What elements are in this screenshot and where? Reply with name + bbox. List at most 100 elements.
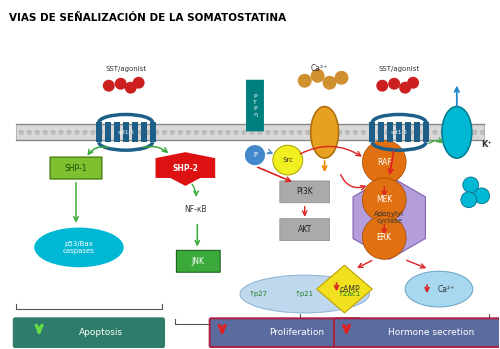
Text: NF-κB: NF-κB: [184, 205, 206, 214]
Circle shape: [75, 130, 79, 134]
Bar: [387, 122, 393, 142]
Text: AKT: AKT: [298, 225, 312, 234]
Circle shape: [274, 130, 278, 134]
Circle shape: [27, 130, 32, 134]
FancyBboxPatch shape: [280, 218, 330, 240]
Circle shape: [456, 130, 461, 134]
Circle shape: [90, 130, 95, 134]
FancyBboxPatch shape: [280, 181, 330, 203]
Bar: [414, 122, 420, 142]
Circle shape: [19, 130, 24, 134]
Circle shape: [322, 76, 336, 90]
Text: MEK: MEK: [376, 195, 392, 204]
Circle shape: [298, 130, 302, 134]
Circle shape: [273, 145, 302, 175]
Text: SHP-2: SHP-2: [172, 164, 199, 172]
Circle shape: [244, 144, 266, 166]
Text: sst1-5: sst1-5: [118, 130, 134, 135]
Bar: [96, 122, 102, 142]
Circle shape: [266, 130, 270, 134]
Text: SHP-1: SHP-1: [64, 164, 87, 172]
Text: Ca²⁺: Ca²⁺: [311, 64, 328, 73]
Circle shape: [362, 178, 406, 222]
Circle shape: [425, 130, 429, 134]
Ellipse shape: [405, 271, 473, 307]
Circle shape: [362, 216, 406, 259]
Bar: [140, 122, 146, 142]
Circle shape: [124, 82, 136, 94]
FancyBboxPatch shape: [14, 318, 164, 347]
Circle shape: [472, 130, 477, 134]
Text: P
T
P
η: P T P η: [253, 94, 257, 117]
Circle shape: [115, 78, 126, 90]
Circle shape: [242, 130, 246, 134]
Circle shape: [186, 130, 190, 134]
Circle shape: [43, 130, 48, 134]
Text: ERK: ERK: [376, 233, 392, 242]
Bar: [370, 122, 376, 142]
Circle shape: [401, 130, 406, 134]
Circle shape: [474, 188, 490, 204]
Circle shape: [106, 130, 111, 134]
FancyBboxPatch shape: [334, 318, 500, 347]
Circle shape: [122, 130, 127, 134]
Circle shape: [226, 130, 230, 134]
Bar: [122, 122, 128, 142]
Circle shape: [417, 130, 421, 134]
Text: Hormone secretion: Hormone secretion: [388, 328, 474, 337]
Circle shape: [385, 130, 390, 134]
Circle shape: [218, 130, 222, 134]
Polygon shape: [316, 265, 372, 313]
Text: K⁺: K⁺: [482, 140, 492, 149]
Circle shape: [59, 130, 63, 134]
Text: Src: Src: [282, 157, 294, 163]
Circle shape: [330, 130, 334, 134]
Circle shape: [82, 130, 87, 134]
Bar: [378, 122, 384, 142]
Circle shape: [130, 130, 135, 134]
Text: VIAS DE SEÑALIZACIÓN DE LA SOMATOSTATINA: VIAS DE SEÑALIZACIÓN DE LA SOMATOSTATINA: [10, 13, 286, 23]
Circle shape: [399, 82, 411, 94]
Circle shape: [393, 130, 398, 134]
Bar: [114, 122, 119, 142]
Circle shape: [346, 130, 350, 134]
Text: p53/Bax
caspases: p53/Bax caspases: [63, 241, 95, 254]
Circle shape: [234, 130, 238, 134]
Text: RAF: RAF: [377, 158, 392, 166]
Text: Adenylyl
cyclase: Adenylyl cyclase: [374, 211, 404, 224]
Circle shape: [480, 130, 485, 134]
Circle shape: [377, 130, 382, 134]
FancyBboxPatch shape: [50, 157, 102, 179]
Circle shape: [376, 80, 388, 92]
Text: SST/agonist: SST/agonist: [378, 66, 420, 72]
Bar: [405, 122, 411, 142]
Text: ↑p27: ↑p27: [248, 291, 268, 297]
Circle shape: [250, 130, 254, 134]
Text: cAMP: cAMP: [339, 284, 360, 294]
Circle shape: [464, 130, 469, 134]
Text: sst1-5: sst1-5: [390, 130, 407, 135]
Circle shape: [258, 130, 262, 134]
Circle shape: [67, 130, 71, 134]
Ellipse shape: [240, 275, 370, 313]
Text: SST/agonist: SST/agonist: [105, 66, 146, 72]
Circle shape: [98, 130, 103, 134]
Bar: [423, 122, 429, 142]
Text: PI3K: PI3K: [296, 187, 313, 196]
FancyBboxPatch shape: [176, 250, 220, 272]
Circle shape: [194, 130, 198, 134]
Circle shape: [162, 130, 166, 134]
Bar: [132, 122, 138, 142]
Circle shape: [314, 130, 318, 134]
Circle shape: [407, 77, 419, 89]
Circle shape: [146, 130, 151, 134]
Circle shape: [154, 130, 158, 134]
Circle shape: [463, 177, 478, 193]
Bar: [105, 122, 111, 142]
Circle shape: [202, 130, 206, 134]
Circle shape: [361, 130, 366, 134]
Bar: [150, 122, 156, 142]
Polygon shape: [353, 176, 426, 259]
Text: Ca²⁺: Ca²⁺: [438, 284, 454, 294]
Circle shape: [306, 130, 310, 134]
